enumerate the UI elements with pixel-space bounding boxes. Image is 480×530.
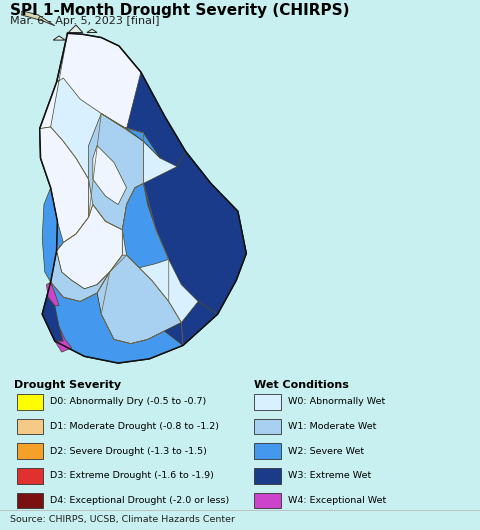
Text: D2: Severe Drought (-1.3 to -1.5): D2: Severe Drought (-1.3 to -1.5) (50, 447, 207, 456)
Polygon shape (101, 113, 160, 158)
Polygon shape (68, 25, 83, 32)
Polygon shape (53, 36, 65, 40)
Polygon shape (40, 33, 165, 133)
Polygon shape (87, 29, 97, 32)
Polygon shape (89, 113, 160, 230)
Polygon shape (57, 205, 122, 289)
Text: Wet Conditions: Wet Conditions (254, 380, 349, 390)
Text: D0: Abnormally Dry (-0.5 to -0.7): D0: Abnormally Dry (-0.5 to -0.7) (50, 398, 207, 407)
Text: Drought Severity: Drought Severity (14, 380, 121, 390)
Text: D4: Exceptional Drought (-2.0 or less): D4: Exceptional Drought (-2.0 or less) (50, 496, 229, 505)
Bar (17, 394, 43, 410)
Bar (254, 419, 281, 434)
Bar (254, 468, 281, 484)
Bar (17, 493, 43, 508)
Polygon shape (144, 152, 246, 314)
Polygon shape (55, 327, 72, 352)
Polygon shape (165, 302, 217, 346)
Polygon shape (127, 72, 186, 166)
Polygon shape (122, 183, 168, 268)
Text: Source: CHIRPS, UCSB, Climate Hazards Center: Source: CHIRPS, UCSB, Climate Hazards Ce… (10, 515, 235, 524)
Polygon shape (93, 146, 127, 205)
Bar (254, 493, 281, 508)
Bar (17, 444, 43, 459)
Text: W2: Severe Wet: W2: Severe Wet (288, 447, 364, 456)
Text: W4: Exceptional Wet: W4: Exceptional Wet (288, 496, 386, 505)
Polygon shape (51, 282, 183, 363)
Bar (254, 394, 281, 410)
Text: W1: Moderate Wet: W1: Moderate Wet (288, 422, 376, 431)
Text: D1: Moderate Drought (-0.8 to -1.2): D1: Moderate Drought (-0.8 to -1.2) (50, 422, 219, 431)
Text: SPI 1-Month Drought Severity (CHIRPS): SPI 1-Month Drought Severity (CHIRPS) (10, 3, 349, 17)
Polygon shape (21, 11, 55, 26)
Polygon shape (40, 127, 89, 251)
Polygon shape (97, 255, 181, 343)
Text: Mar. 6 - Apr. 5, 2023 [final]: Mar. 6 - Apr. 5, 2023 [final] (10, 16, 159, 26)
Polygon shape (42, 282, 63, 341)
Bar (254, 444, 281, 459)
Text: D3: Extreme Drought (-1.6 to -1.9): D3: Extreme Drought (-1.6 to -1.9) (50, 471, 214, 480)
Bar (17, 419, 43, 434)
Polygon shape (47, 282, 59, 306)
Text: W0: Abnormally Wet: W0: Abnormally Wet (288, 398, 385, 407)
Text: W3: Extreme Wet: W3: Extreme Wet (288, 471, 371, 480)
Polygon shape (42, 188, 63, 282)
Polygon shape (51, 251, 110, 302)
Polygon shape (40, 33, 246, 363)
Bar (17, 468, 43, 484)
